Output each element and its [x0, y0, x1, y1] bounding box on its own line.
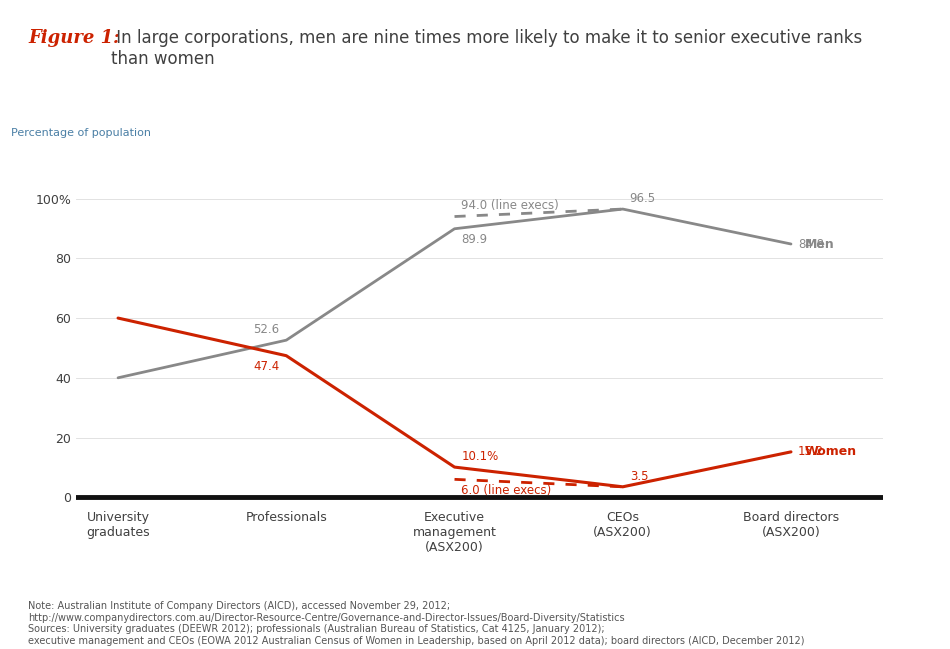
Text: Percentage of population: Percentage of population [11, 129, 151, 138]
Text: 3.5: 3.5 [630, 470, 648, 483]
Text: Men: Men [805, 238, 834, 251]
Text: In large corporations, men are nine times more likely to make it to senior execu: In large corporations, men are nine time… [111, 29, 863, 68]
Text: 10.1%: 10.1% [462, 450, 499, 463]
Text: 89.9: 89.9 [462, 233, 487, 246]
Text: Figure 1:: Figure 1: [28, 29, 121, 47]
Text: 84.8: 84.8 [798, 238, 824, 251]
Text: 52.6: 52.6 [254, 323, 279, 336]
Text: Note: Australian Institute of Company Directors (AICD), accessed November 29, 20: Note: Australian Institute of Company Di… [28, 601, 805, 646]
Text: 94.0 (line execs): 94.0 (line execs) [462, 199, 560, 212]
Text: 15.2: 15.2 [798, 445, 824, 458]
Text: Women: Women [805, 445, 857, 458]
Text: 6.0 (line execs): 6.0 (line execs) [462, 484, 552, 496]
Text: 96.5: 96.5 [630, 192, 655, 205]
Text: 47.4: 47.4 [253, 360, 279, 373]
